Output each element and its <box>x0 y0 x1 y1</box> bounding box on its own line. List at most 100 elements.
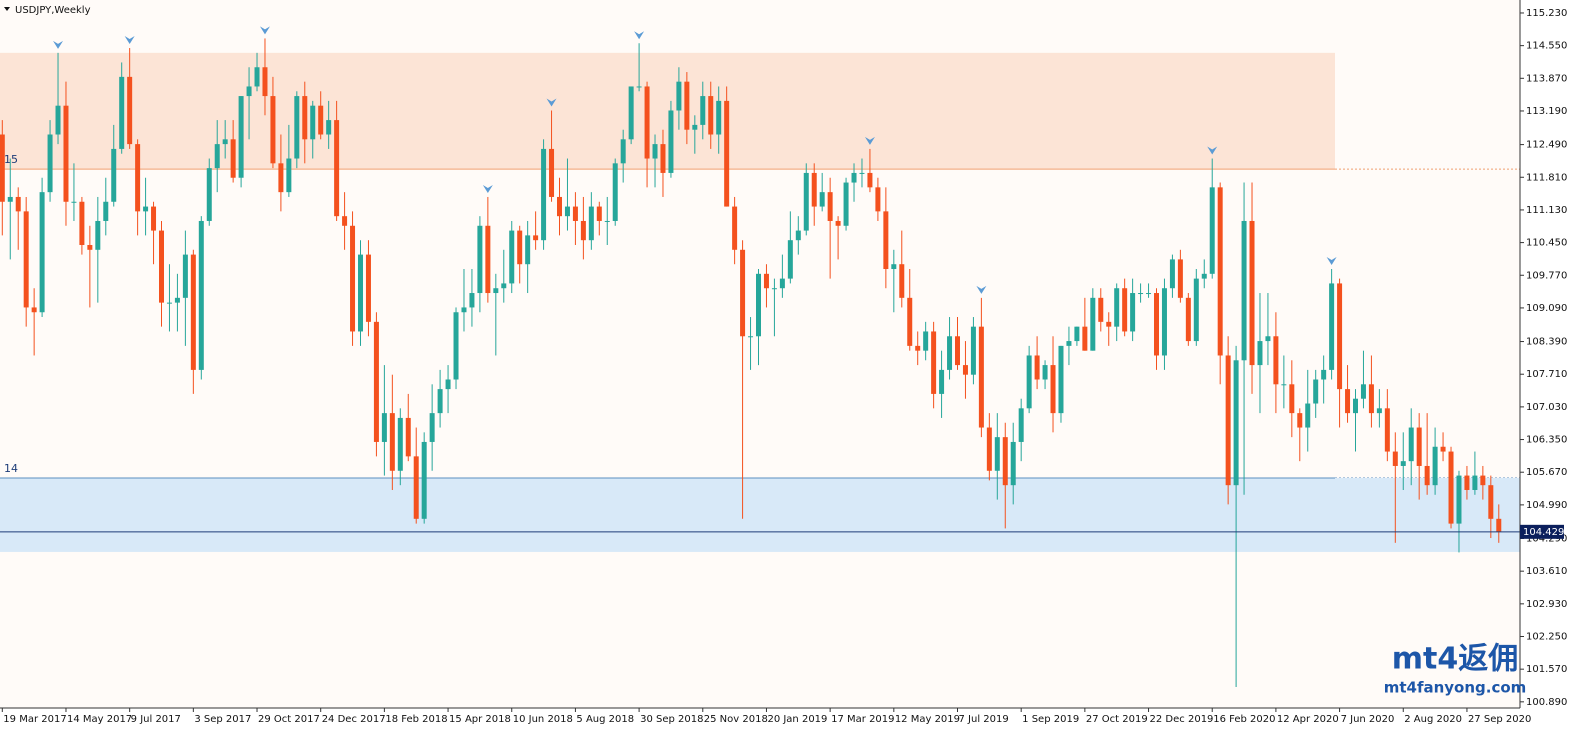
fractal-arrow <box>1207 146 1218 155</box>
candle-body <box>1098 297 1104 322</box>
y-tick-label: 107.030 <box>1526 402 1567 413</box>
candle-body <box>1018 408 1024 442</box>
fractal-arrow <box>634 31 645 40</box>
x-tick-label: 29 Oct 2017 <box>258 714 320 725</box>
candle-body <box>692 124 698 130</box>
candle-body <box>397 417 403 471</box>
candle-body <box>198 220 204 370</box>
candle-body <box>373 321 379 442</box>
y-tick-label: 108.390 <box>1526 337 1567 348</box>
x-tick-label: 12 May 2019 <box>895 714 960 725</box>
x-tick-label: 2 Aug 2020 <box>1404 714 1462 725</box>
candle-body <box>1424 465 1430 486</box>
candle-body <box>1488 485 1494 519</box>
y-tick-label: 109.090 <box>1526 303 1567 314</box>
candle-body <box>1138 293 1144 295</box>
x-tick-label: 1 Sep 2019 <box>1022 714 1079 725</box>
candle-body <box>1360 384 1366 399</box>
candle-body <box>819 192 825 207</box>
candle-body <box>1440 446 1446 452</box>
candle-body <box>939 369 945 394</box>
time-axis-background <box>0 708 1520 729</box>
y-tick-label: 113.870 <box>1526 73 1567 84</box>
chart-title: USDJPY,Weekly <box>15 5 91 16</box>
candle-body <box>1249 220 1255 366</box>
candle-body <box>763 273 769 289</box>
y-tick-label: 109.770 <box>1526 270 1567 281</box>
y-tick-label: 114.550 <box>1526 41 1567 52</box>
x-tick-label: 25 Nov 2018 <box>704 714 768 725</box>
fractal-arrow <box>864 136 875 145</box>
candle-body <box>246 86 252 97</box>
candle-body <box>1400 461 1406 466</box>
candle-body <box>1010 441 1016 486</box>
zone <box>0 477 1335 552</box>
candle-body <box>238 96 244 178</box>
candle-body <box>644 86 650 159</box>
candle-body <box>174 297 180 303</box>
candle-body <box>978 326 984 428</box>
candle-body <box>485 225 491 294</box>
x-tick-label: 17 Mar 2019 <box>831 714 894 725</box>
y-tick-label: 113.190 <box>1526 106 1567 117</box>
fractal-arrow <box>546 98 557 107</box>
candle-body <box>931 331 937 394</box>
candle-body <box>87 244 93 250</box>
candle-body <box>437 389 443 414</box>
watermark-brand: mt4返佣 <box>1392 642 1518 677</box>
candle-body <box>1289 384 1295 414</box>
candle-body <box>15 196 21 212</box>
candle-body <box>1313 379 1319 404</box>
candle-body <box>222 139 228 145</box>
candle-body <box>334 120 340 217</box>
candle-body <box>127 76 133 145</box>
zone-label: 15 <box>4 153 18 166</box>
candle-body <box>270 96 276 164</box>
candle-body <box>501 283 507 289</box>
candle-body <box>31 307 37 313</box>
x-tick-label: 24 Dec 2017 <box>322 714 386 725</box>
candle-body <box>962 365 968 375</box>
candle-body <box>620 139 626 164</box>
fractal-arrow <box>482 184 493 193</box>
y-tick-label: 111.810 <box>1526 172 1567 183</box>
candle-body <box>79 201 85 245</box>
candle-body <box>533 235 539 241</box>
candle-body <box>994 437 1000 471</box>
candle-body <box>572 206 578 221</box>
candle-body <box>700 96 706 125</box>
candle-body <box>1345 389 1351 414</box>
zone-label: 14 <box>4 462 18 475</box>
candle-body <box>1154 293 1159 356</box>
candle-body <box>787 240 793 279</box>
candle-body <box>525 235 531 265</box>
candle-body <box>1432 446 1438 486</box>
y-tick-label: 110.450 <box>1526 238 1567 249</box>
candle-body <box>182 254 188 298</box>
candle-body <box>756 273 761 337</box>
candle-body <box>899 264 905 298</box>
x-tick-label: 10 Jun 2018 <box>513 714 573 725</box>
x-tick-label: 7 Jun 2020 <box>1341 714 1395 725</box>
candle-body <box>724 100 730 207</box>
candle-body <box>827 192 833 221</box>
candle-body <box>286 158 292 193</box>
candle-body <box>1201 273 1207 279</box>
candle-body <box>923 331 929 351</box>
y-tick-label: 102.250 <box>1526 632 1567 643</box>
candle-body <box>1185 297 1191 342</box>
candle-body <box>214 144 220 169</box>
candle-body <box>1146 293 1152 295</box>
candle-body <box>0 134 5 202</box>
last-price-box <box>1520 524 1564 539</box>
x-tick-label: 9 Jul 2017 <box>131 714 181 725</box>
candle-body <box>652 144 658 159</box>
symbol-menu-icon <box>4 7 10 11</box>
candle-body <box>557 196 562 217</box>
candle-body <box>358 254 363 332</box>
candle-body <box>1209 187 1215 274</box>
watermark-url: mt4fanyong.com <box>1384 679 1527 697</box>
